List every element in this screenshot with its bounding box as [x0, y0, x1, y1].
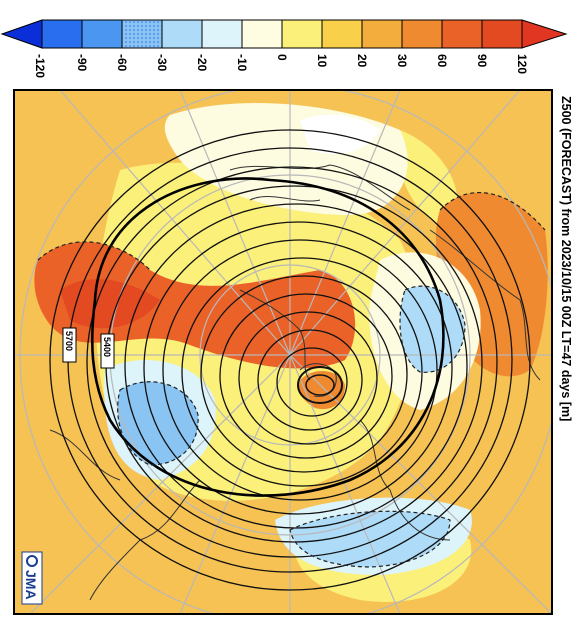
- anomaly-yellow-zone: [398, 130, 458, 230]
- colorbar-tick-label: 120: [515, 54, 529, 74]
- colorbar-tick-label: 20: [355, 54, 369, 68]
- color-bar: -120 -90 -60 -30 -20 -10 0 10 20 30 60 9…: [0, 19, 568, 78]
- colorbar-segment: [201, 19, 243, 49]
- anomaly-positive-zone: [34, 241, 356, 369]
- colorbar-tick-label: -20: [195, 54, 209, 72]
- contour-label-box: 5400: [100, 333, 115, 369]
- jma-logo: JMA: [21, 551, 43, 605]
- colorbar-segment: [121, 19, 163, 49]
- colorbar-segment: [441, 19, 483, 49]
- colorbar-tick-label: -60: [115, 54, 129, 72]
- height-contours: [49, 129, 531, 591]
- colorbar-arrow-left: [0, 19, 43, 49]
- chart-title: Z500 (FORECAST) from 2023/10/15 00Z LT=4…: [559, 96, 573, 421]
- colorbar-segment: [81, 19, 123, 49]
- anomaly-negative-zone: [117, 381, 199, 465]
- anomaly-dashed-outlines: [37, 192, 546, 568]
- contour-label: 5400: [102, 337, 112, 357]
- colorbar-segment: [241, 19, 283, 49]
- colorbar-segment: [401, 19, 443, 49]
- anomaly-negative-zone: [400, 286, 465, 373]
- colorbar-segment: [481, 19, 523, 49]
- colorbar-tick-label: -90: [75, 54, 89, 72]
- height-contour-thick: [90, 177, 445, 497]
- colorbar-tick-label: -30: [155, 54, 169, 72]
- anomaly-positive-zone: [60, 279, 160, 329]
- colorbar-tick-label: -10: [235, 54, 249, 72]
- colorbar-segment: [281, 19, 323, 49]
- colorbar-segment: [41, 19, 83, 49]
- colorbar-segment: [361, 19, 403, 49]
- colorbar-tick-label: 30: [395, 54, 409, 68]
- jma-logo-text: JMA: [23, 570, 39, 600]
- colorbar-tick-label: 90: [475, 54, 489, 68]
- contour-label-box: 5700: [62, 327, 77, 363]
- map-frame: [13, 89, 553, 615]
- colorbar-segment: [321, 19, 363, 49]
- colorbar-arrow-right: [521, 19, 568, 49]
- contour-label: 5700: [64, 331, 74, 351]
- colorbar-tick-label: -120: [33, 54, 47, 78]
- colorbar-tick-label: 10: [315, 54, 329, 68]
- map-panel: 5400 5700 JMA: [13, 89, 553, 615]
- colorbar-segment: [161, 19, 203, 49]
- colorbar-tick-label: 60: [435, 54, 449, 68]
- colorbar-tick-label: 0: [275, 54, 289, 61]
